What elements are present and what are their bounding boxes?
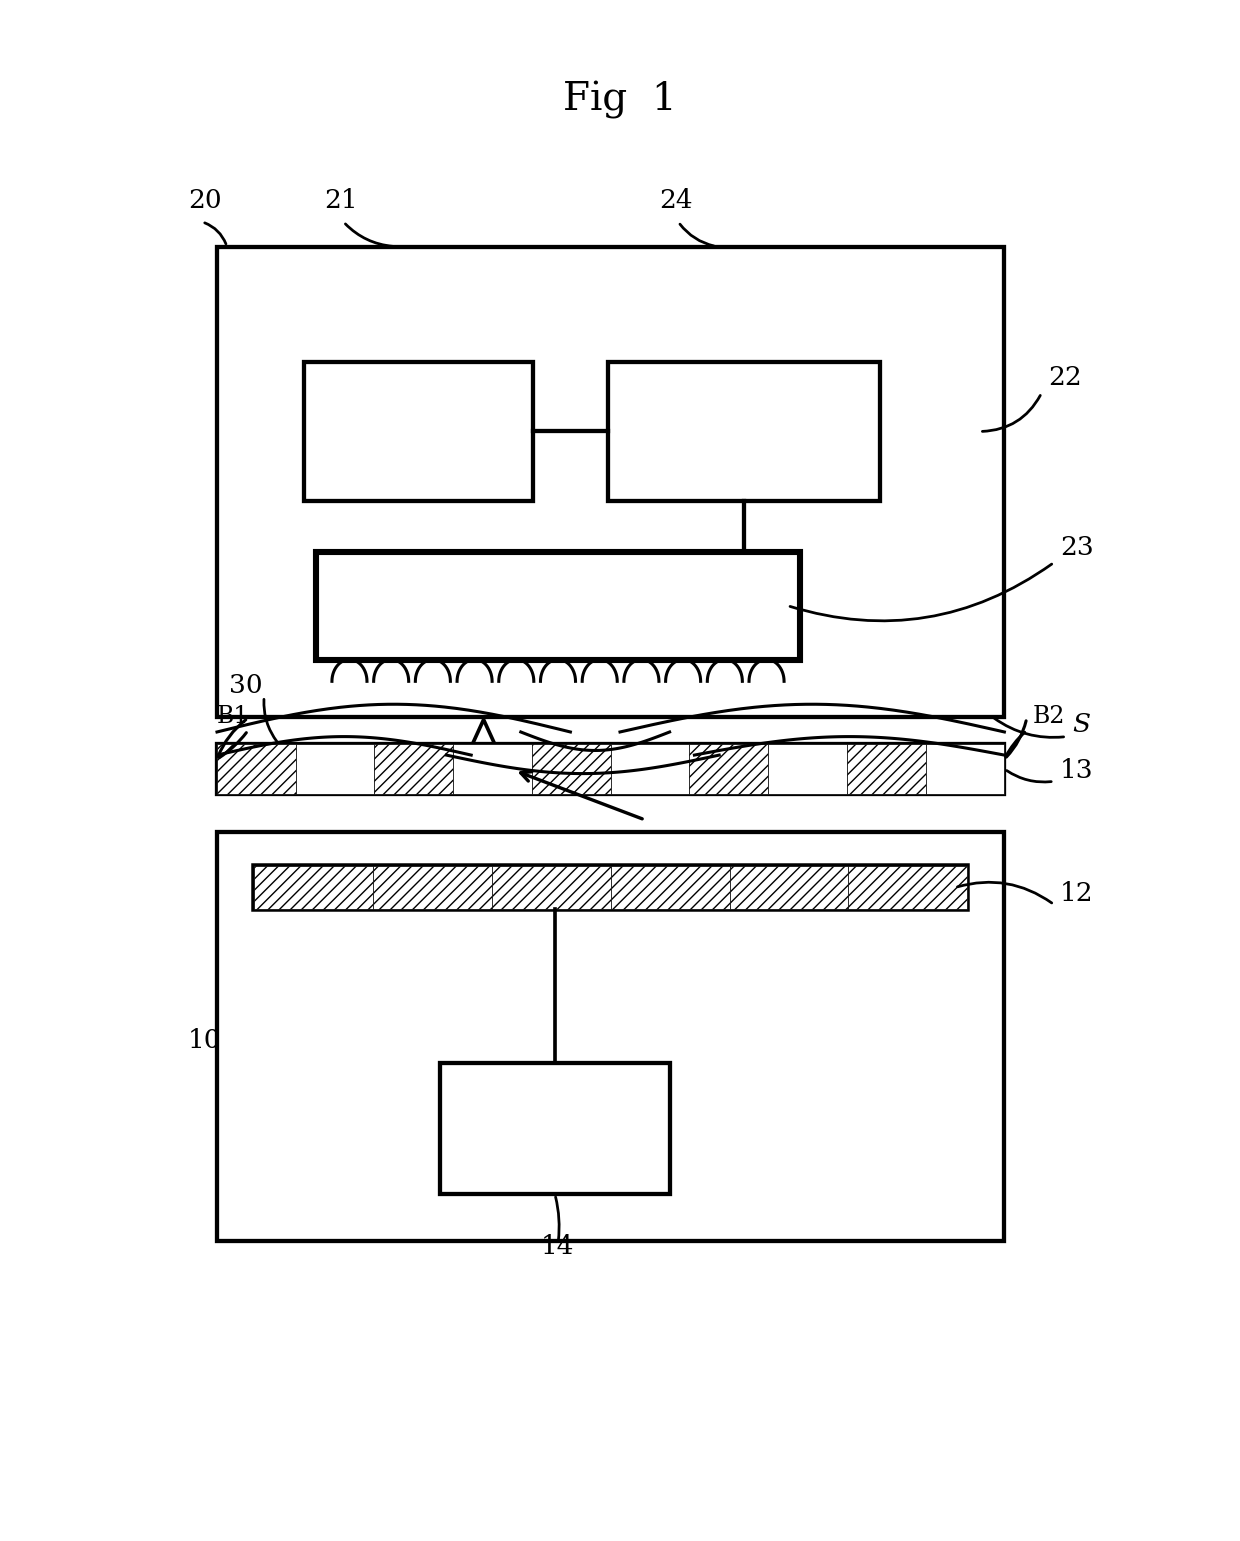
Bar: [316, 552, 800, 660]
Text: 23: 23: [1060, 535, 1094, 559]
Bar: [610, 866, 729, 909]
Bar: [296, 744, 374, 794]
Text: S: S: [1073, 712, 1091, 737]
Bar: [492, 866, 610, 909]
Text: 21: 21: [324, 188, 358, 213]
Bar: [611, 744, 689, 794]
Bar: [608, 362, 880, 501]
Bar: [217, 744, 1004, 794]
Text: 24: 24: [658, 188, 693, 213]
Bar: [847, 744, 925, 794]
Bar: [254, 866, 373, 909]
Bar: [217, 247, 1004, 717]
Bar: [454, 744, 532, 794]
Bar: [925, 744, 1004, 794]
Polygon shape: [458, 720, 510, 777]
Bar: [848, 866, 967, 909]
Bar: [729, 866, 848, 909]
Bar: [374, 744, 454, 794]
Bar: [373, 866, 492, 909]
Bar: [304, 362, 533, 501]
Text: 12: 12: [1060, 881, 1094, 906]
Text: 14: 14: [541, 1234, 575, 1259]
Text: 13: 13: [1060, 758, 1094, 783]
Text: B1: B1: [217, 704, 249, 727]
Bar: [768, 744, 847, 794]
Text: 20: 20: [187, 188, 222, 213]
Bar: [254, 866, 967, 909]
Bar: [217, 744, 296, 794]
Text: B2: B2: [1033, 704, 1065, 727]
Text: 22: 22: [1048, 365, 1081, 390]
Bar: [532, 744, 611, 794]
Bar: [217, 832, 1004, 1241]
Bar: [689, 744, 769, 794]
Text: 10: 10: [187, 1028, 222, 1053]
Bar: [440, 1063, 670, 1194]
Text: Fig  1: Fig 1: [563, 82, 677, 119]
Text: 30: 30: [229, 673, 263, 698]
